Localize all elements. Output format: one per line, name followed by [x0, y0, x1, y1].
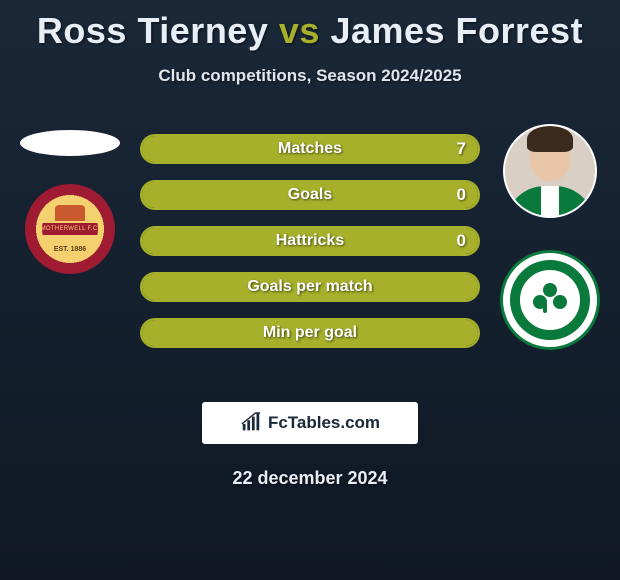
watermark-text: FcTables.com [268, 413, 380, 433]
stat-bars: Matches 7 Goals 0 Hattricks 0 Goals per … [140, 134, 480, 348]
player2-avatar [503, 124, 597, 218]
motherwell-crest-est: EST. 1886 [42, 246, 98, 253]
stat-bar-min-per-goal: Min per goal [140, 318, 480, 348]
stat-label: Goals per match [247, 278, 372, 296]
motherwell-crest-graphic [55, 205, 85, 221]
player1-avatar-placeholder [20, 130, 120, 156]
comparison-title: Ross Tierney vs James Forrest [0, 0, 620, 52]
avatar-shirt [505, 186, 595, 218]
left-player-column: MOTHERWELL F.C. EST. 1886 [10, 124, 130, 274]
snapshot-date: 22 december 2024 [0, 468, 620, 489]
stat-bar-goals: Goals 0 [140, 180, 480, 210]
player1-club-crest: MOTHERWELL F.C. EST. 1886 [25, 184, 115, 274]
avatar-hair [527, 126, 573, 152]
watermark-badge: FcTables.com [202, 402, 418, 444]
motherwell-crest-inner: MOTHERWELL F.C. EST. 1886 [42, 201, 98, 257]
title-player1: Ross Tierney [37, 10, 268, 51]
motherwell-crest-band: MOTHERWELL F.C. [42, 223, 98, 235]
stat-bar-hattricks: Hattricks 0 [140, 226, 480, 256]
stat-label: Hattricks [276, 232, 344, 250]
stat-bar-matches: Matches 7 [140, 134, 480, 164]
right-player-column [490, 124, 610, 350]
title-vs: vs [279, 10, 320, 51]
comparison-body: MOTHERWELL F.C. EST. 1886 Matches 7 Goal… [0, 124, 620, 384]
celtic-clover-icon [535, 285, 565, 315]
player2-club-crest [500, 250, 600, 350]
bar-chart-icon [240, 412, 262, 434]
stat-label: Matches [278, 140, 342, 158]
stat-value-right: 7 [457, 139, 466, 159]
subtitle: Club competitions, Season 2024/2025 [0, 66, 620, 86]
stat-bar-goals-per-match: Goals per match [140, 272, 480, 302]
stat-label: Goals [288, 186, 332, 204]
stat-value-right: 0 [457, 185, 466, 205]
title-player2: James Forrest [330, 10, 583, 51]
stat-label: Min per goal [263, 324, 357, 342]
stat-value-right: 0 [457, 231, 466, 251]
